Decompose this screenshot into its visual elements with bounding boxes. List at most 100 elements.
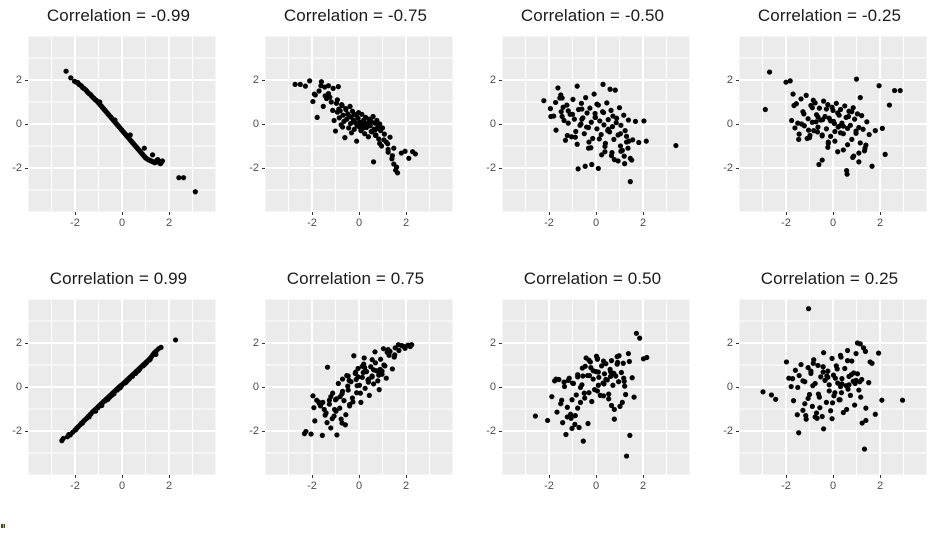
data-point (331, 406, 338, 413)
x-tick-mark (786, 475, 787, 478)
data-point (613, 120, 619, 126)
x-tick-label: -2 (307, 217, 317, 229)
data-point (320, 103, 326, 109)
x-tick-label: 0 (829, 217, 837, 229)
data-point (340, 112, 346, 118)
plot-panel (265, 36, 453, 212)
data-point (360, 122, 366, 128)
data-point (561, 379, 567, 385)
data-point (369, 374, 375, 380)
x-tick-label: 2 (639, 217, 647, 229)
data-point (796, 131, 802, 137)
data-point (850, 154, 856, 161)
data-point (563, 431, 569, 438)
data-point (788, 383, 794, 390)
y-tick-label: 2 (726, 337, 733, 349)
data-point (354, 383, 360, 389)
data-point (615, 379, 622, 385)
data-point (351, 126, 357, 132)
data-point (552, 99, 559, 106)
data-point (394, 170, 401, 176)
x-tick-mark (549, 212, 550, 215)
y-tick-label: -2 (249, 162, 259, 174)
data-point (832, 375, 838, 381)
major-gridlines (265, 36, 453, 212)
data-point (87, 411, 94, 417)
data-point (850, 105, 856, 111)
plot-panel (28, 36, 216, 212)
x-tick-mark (880, 475, 881, 478)
plot-panel (265, 299, 453, 475)
x-tick-label: -2 (70, 217, 80, 229)
data-point (854, 111, 861, 117)
data-point (332, 128, 339, 134)
data-point (596, 136, 602, 142)
data-point (586, 357, 592, 363)
x-axis: -2 0 2 (739, 212, 927, 238)
data-point (564, 132, 570, 139)
data-point (370, 113, 376, 120)
data-point (334, 432, 340, 438)
y-tick-label: 0 (726, 381, 733, 393)
y-tick-label: -2 (12, 425, 22, 437)
data-point (318, 79, 324, 85)
x-tick-mark (833, 212, 834, 215)
data-point (354, 390, 360, 396)
data-point (879, 397, 885, 403)
data-point (823, 399, 830, 405)
data-point (351, 353, 357, 359)
data-point (369, 357, 375, 363)
major-gridlines (502, 36, 690, 212)
data-point (353, 376, 359, 383)
data-point (627, 179, 633, 185)
data-point (816, 161, 822, 168)
x-axis: -2 0 2 (502, 212, 690, 238)
data-point (828, 118, 834, 124)
data-point (330, 107, 336, 113)
data-point (357, 390, 364, 396)
y-tick-mark (499, 387, 502, 388)
y-tick-mark (25, 124, 28, 125)
data-point (837, 130, 844, 136)
data-point (355, 115, 361, 121)
data-point (99, 402, 105, 409)
data-point (857, 140, 863, 146)
data-point (834, 366, 840, 372)
data-point (358, 399, 364, 405)
data-point (792, 367, 798, 373)
data-point (392, 352, 398, 358)
data-point (866, 380, 872, 386)
data-point (821, 350, 827, 356)
data-point (851, 370, 857, 376)
data-point (610, 113, 616, 119)
data-point (345, 383, 351, 389)
data-point (829, 355, 835, 361)
data-point (97, 99, 103, 105)
data-point (612, 87, 618, 93)
plot-canvas (28, 299, 216, 475)
data-point (562, 137, 569, 143)
facet-title: Correlation = -0.99 (46, 6, 191, 25)
data-point (579, 106, 585, 112)
x-axis: -2 0 2 (502, 475, 690, 501)
data-point (585, 145, 592, 151)
data-point (783, 79, 789, 85)
data-point (844, 171, 850, 177)
facet-title: Correlation = -0.50 (520, 6, 665, 25)
data-point (118, 383, 124, 390)
data-point (853, 130, 859, 136)
data-point (819, 413, 825, 420)
data-point (790, 398, 797, 404)
data-point (891, 87, 898, 94)
x-axis: -2 0 2 (28, 475, 216, 501)
data-point (621, 375, 627, 381)
data-point (381, 131, 387, 137)
data-point (614, 115, 620, 121)
data-points (762, 69, 903, 177)
data-point (362, 365, 368, 371)
data-point (581, 390, 587, 396)
data-point (292, 81, 298, 87)
data-point (844, 406, 850, 413)
data-point (833, 100, 839, 106)
data-point (820, 364, 826, 370)
